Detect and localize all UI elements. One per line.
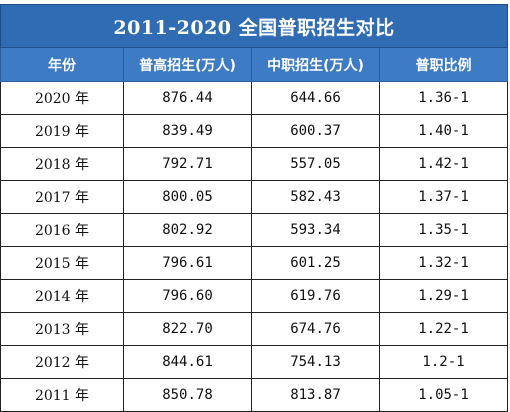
general-high-cell: 850.78 [123, 378, 252, 412]
year-cell: 2013 年 [0, 312, 124, 346]
year-cell: 2016 年 [0, 213, 124, 247]
vocational-cell: 601.25 [251, 246, 380, 280]
general-high-cell: 792.71 [123, 147, 252, 181]
header-general-high-school: 普高招生(万人) [123, 47, 252, 82]
table-row: 2016 年 802.92 593.34 1.35-1 [0, 213, 509, 247]
title-row: 2011-2020 全国普职招生对比 [0, 4, 509, 48]
vocational-cell: 674.76 [251, 312, 380, 346]
table-row: 2019 年 839.49 600.37 1.40-1 [0, 114, 509, 148]
year-cell: 2020 年 [0, 81, 124, 115]
vocational-cell: 600.37 [251, 114, 380, 148]
enrollment-comparison-table: 2011-2020 全国普职招生对比 年份 普高招生(万人) 中职招生(万人) … [0, 4, 509, 412]
year-cell: 2018 年 [0, 147, 124, 181]
header-ratio: 普职比例 [378, 47, 509, 82]
vocational-cell: 813.87 [251, 378, 380, 412]
table-row: 2015 年 796.61 601.25 1.32-1 [0, 246, 509, 280]
general-high-cell: 800.05 [123, 180, 252, 214]
comparison-table-container: 2011-2020 全国普职招生对比 年份 普高招生(万人) 中职招生(万人) … [0, 4, 509, 412]
year-cell: 2015 年 [0, 246, 124, 280]
general-high-cell: 822.70 [123, 312, 252, 346]
general-high-cell: 844.61 [123, 345, 252, 379]
general-high-cell: 802.92 [123, 213, 252, 247]
ratio-cell: 1.40-1 [378, 114, 509, 148]
vocational-cell: 644.66 [251, 81, 380, 115]
vocational-cell: 557.05 [251, 147, 380, 181]
table-row: 2012 年 844.61 754.13 1.2-1 [0, 345, 509, 379]
ratio-cell: 1.22-1 [378, 312, 509, 346]
table-row: 2013 年 822.70 674.76 1.22-1 [0, 312, 509, 346]
vocational-cell: 754.13 [251, 345, 380, 379]
year-cell: 2011 年 [0, 378, 124, 412]
vocational-cell: 593.34 [251, 213, 380, 247]
ratio-cell: 1.42-1 [378, 147, 509, 181]
general-high-cell: 839.49 [123, 114, 252, 148]
table-row: 2018 年 792.71 557.05 1.42-1 [0, 147, 509, 181]
table-body: 2020 年 876.44 644.66 1.36-1 2019 年 839.49 600.… [0, 81, 509, 412]
ratio-cell: 1.37-1 [378, 180, 509, 214]
year-cell: 2019 年 [0, 114, 124, 148]
ratio-cell: 1.2-1 [378, 345, 509, 379]
header-vocational-school: 中职招生(万人) [251, 47, 380, 82]
header-year: 年份 [0, 47, 124, 82]
ratio-cell: 1.36-1 [378, 81, 509, 115]
ratio-cell: 1.29-1 [378, 279, 509, 313]
ratio-cell: 1.35-1 [378, 213, 509, 247]
year-cell: 2017 年 [0, 180, 124, 214]
year-cell: 2014 年 [0, 279, 124, 313]
general-high-cell: 876.44 [123, 81, 252, 115]
vocational-cell: 582.43 [251, 180, 380, 214]
ratio-cell: 1.32-1 [378, 246, 509, 280]
ratio-cell: 1.05-1 [378, 378, 509, 412]
header-row: 年份 普高招生(万人) 中职招生(万人) 普职比例 [0, 47, 509, 82]
year-cell: 2012 年 [0, 345, 124, 379]
general-high-cell: 796.60 [123, 279, 252, 313]
table-title: 2011-2020 全国普职招生对比 [0, 4, 509, 48]
table-row: 2017 年 800.05 582.43 1.37-1 [0, 180, 509, 214]
table-row: 2020 年 876.44 644.66 1.36-1 [0, 81, 509, 115]
vocational-cell: 619.76 [251, 279, 380, 313]
general-high-cell: 796.61 [123, 246, 252, 280]
table-row: 2011 年 850.78 813.87 1.05-1 [0, 378, 509, 412]
table-row: 2014 年 796.60 619.76 1.29-1 [0, 279, 509, 313]
